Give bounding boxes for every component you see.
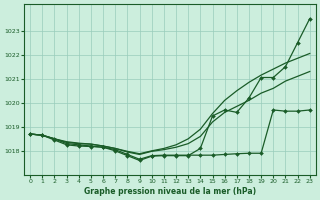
X-axis label: Graphe pression niveau de la mer (hPa): Graphe pression niveau de la mer (hPa) [84,187,256,196]
